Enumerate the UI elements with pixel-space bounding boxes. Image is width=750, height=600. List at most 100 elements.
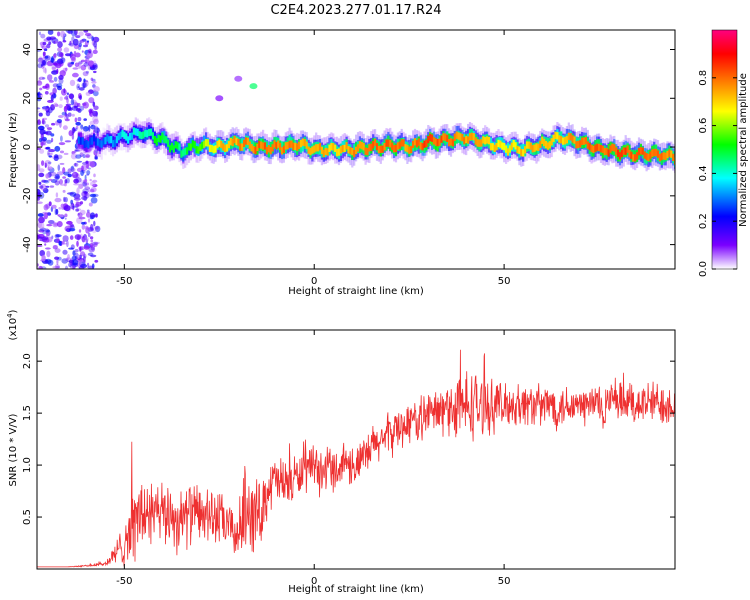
ridge-cell <box>254 146 257 155</box>
noise-point <box>39 137 42 143</box>
ridge-cell <box>256 143 259 151</box>
colorbar-tick-label: 0.2 <box>698 213 709 229</box>
noise-point <box>73 105 77 109</box>
noise-point <box>45 229 51 233</box>
noise-point <box>46 62 54 67</box>
noise-point <box>65 257 72 261</box>
noise-point <box>42 66 46 73</box>
noise-point <box>44 159 51 167</box>
noise-point <box>90 77 94 82</box>
noise-point <box>50 94 54 101</box>
noise-point <box>68 93 75 100</box>
noise-point <box>63 205 71 212</box>
y-tick-label: 2.0 <box>22 353 33 369</box>
noise-point <box>79 246 82 252</box>
noise-point <box>55 208 59 215</box>
noise-point <box>89 242 93 248</box>
ridge-cell <box>516 145 519 154</box>
ridge-cell <box>389 140 392 148</box>
ridge-cell <box>444 133 447 141</box>
ridge-cell <box>149 128 153 136</box>
noise-point <box>67 112 72 117</box>
ridge-cell <box>493 144 496 152</box>
noise-point <box>65 53 71 57</box>
noise-point <box>78 184 84 189</box>
ridge-cell <box>618 152 622 160</box>
noise-point <box>87 167 91 170</box>
noise-point <box>41 118 45 125</box>
ridge-cell <box>227 140 230 149</box>
noise-point <box>81 191 88 198</box>
ridge-cell <box>417 138 420 146</box>
noise-point <box>45 83 50 89</box>
noise-point <box>46 127 53 131</box>
noise-point <box>65 103 72 107</box>
noise-point <box>39 87 43 91</box>
noise-point <box>77 102 81 108</box>
ridge-cell <box>252 146 255 154</box>
ridge-cell <box>161 132 164 140</box>
noise-point <box>37 245 43 247</box>
noise-point <box>41 254 46 262</box>
noise-point <box>81 82 88 89</box>
noise-point <box>67 168 72 174</box>
ridge-cell <box>260 141 263 149</box>
noise-point <box>75 154 82 159</box>
noise-point <box>94 156 99 160</box>
ridge-cell <box>634 154 637 162</box>
ridge-cell <box>85 140 88 148</box>
ridge-cell <box>550 138 553 146</box>
noise-point <box>78 229 82 233</box>
noise-point <box>69 235 74 240</box>
noise-point <box>38 265 43 269</box>
noise-point <box>75 125 79 130</box>
ridge-cell <box>358 141 361 149</box>
ridge-cell <box>491 143 494 151</box>
noise-point <box>66 220 73 225</box>
ridge-cell <box>484 137 487 145</box>
noise-point <box>73 183 80 186</box>
ridge-cell <box>320 146 323 155</box>
noise-point <box>46 43 51 49</box>
noise-point <box>47 161 52 165</box>
noise-point <box>81 236 86 243</box>
ridge-cell <box>569 133 572 141</box>
noise-point <box>87 265 94 269</box>
ridge-cell <box>622 147 625 155</box>
noise-point <box>48 166 53 170</box>
ridge-cell <box>558 135 561 143</box>
noise-point <box>58 142 66 146</box>
noise-point <box>84 182 90 186</box>
noise-point <box>57 47 63 52</box>
noise-point <box>94 259 99 263</box>
ridge-cell <box>594 144 597 152</box>
y-tick-label: 0.5 <box>22 509 33 525</box>
ridge-cell <box>250 144 253 152</box>
noise-point <box>48 178 53 181</box>
noise-point <box>62 235 69 242</box>
ridge-cell <box>311 146 314 154</box>
noise-point <box>46 223 53 227</box>
noise-point <box>64 118 70 122</box>
noise-point <box>66 106 72 111</box>
noise-point <box>74 163 77 166</box>
noise-point <box>46 233 49 237</box>
noise-point <box>59 179 63 185</box>
ridge-cell <box>571 135 574 143</box>
noise-point <box>67 192 74 195</box>
ridge-cell <box>372 141 375 149</box>
snr-ticks: -50 0 50 0.5 1.0 1.5 2.0 <box>22 330 675 587</box>
ridge-cell <box>155 138 158 146</box>
x-tick-label: 0 <box>311 276 317 287</box>
ridge-cell <box>96 138 99 146</box>
noise-point <box>76 187 80 195</box>
ridge-cell <box>609 145 612 153</box>
ridge-cell <box>296 143 299 151</box>
noise-point <box>42 77 46 80</box>
ridge-cell <box>482 136 485 144</box>
ridge-cell <box>233 135 236 144</box>
noise-point <box>92 60 97 66</box>
noise-point <box>37 110 41 113</box>
noise-point <box>67 254 70 260</box>
noise-point <box>72 205 79 208</box>
